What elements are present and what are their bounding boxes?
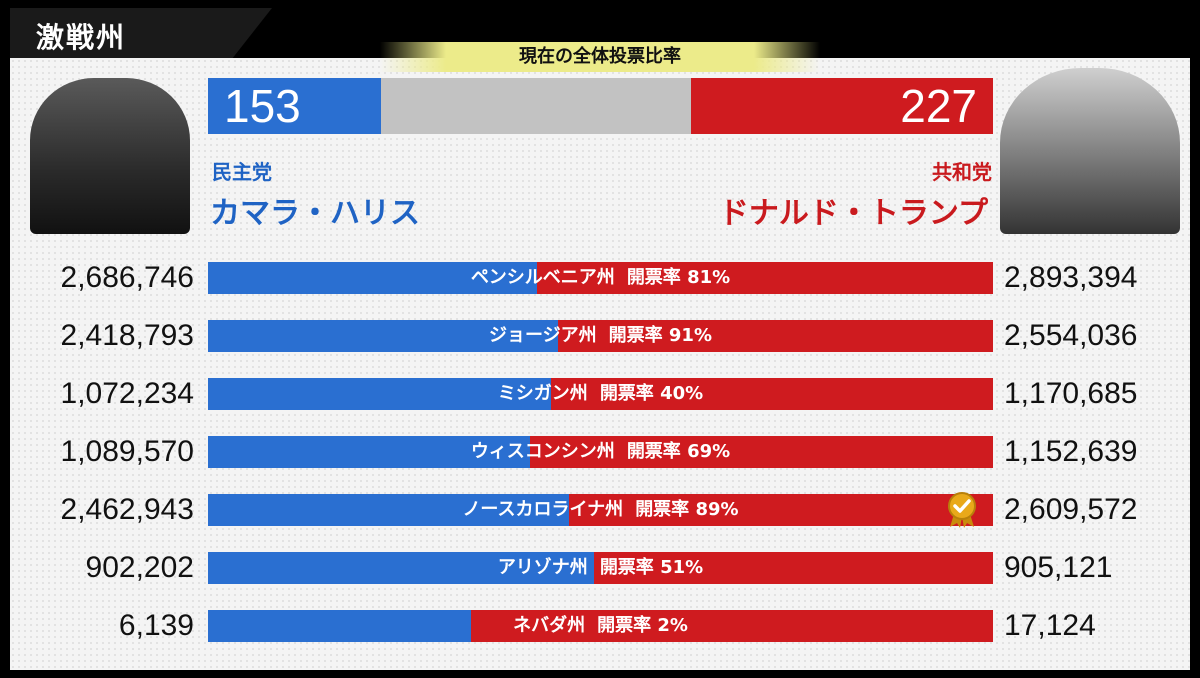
state-bar: アリゾナ州 開票率 51% bbox=[208, 552, 993, 584]
state-bar: ミシガン州 開票率 40% bbox=[208, 378, 993, 410]
dem-share-fill bbox=[208, 436, 530, 468]
dem-votes: 902,202 bbox=[85, 551, 194, 584]
rep-votes: 1,152,639 bbox=[1004, 435, 1138, 468]
dem-share-fill bbox=[208, 262, 537, 294]
rep-votes: 17,124 bbox=[1004, 609, 1096, 642]
gold-medal-check-icon bbox=[948, 492, 976, 528]
main-panel bbox=[10, 58, 1190, 670]
dem-votes: 2,686,746 bbox=[60, 261, 194, 294]
dem-share-fill bbox=[208, 552, 595, 584]
rep-votes: 2,554,036 bbox=[1004, 319, 1138, 352]
rep-electoral-total: 227 bbox=[690, 78, 993, 134]
state-name: ミシガン州 bbox=[497, 383, 588, 404]
rep-party-label: 共和党 bbox=[932, 160, 992, 184]
dem-votes: 1,072,234 bbox=[60, 377, 194, 410]
state-row: 1,089,570 ウィスコンシン州 開票率 69% 1,152,639 bbox=[0, 432, 1200, 472]
state-name: ウィスコンシン州 bbox=[470, 441, 615, 462]
state-name: ノースカロライナ州 bbox=[462, 499, 624, 520]
rep-votes: 2,893,394 bbox=[1004, 261, 1138, 294]
state-bar: ノースカロライナ州 開票率 89% bbox=[208, 492, 993, 528]
dem-candidate-name: カマラ・ハリス bbox=[210, 196, 420, 231]
dem-votes: 6,139 bbox=[118, 609, 194, 642]
counted-rate: 開票率 81% bbox=[626, 267, 731, 288]
state-row: 1,072,234 ミシガン州 開票率 40% 1,170,685 bbox=[0, 374, 1200, 414]
state-row: 6,139 ネバダ州 開票率 2% 17,124 bbox=[0, 606, 1200, 646]
counted-rate: 開票率 2% bbox=[597, 615, 688, 636]
dem-share-fill bbox=[208, 378, 552, 410]
dem-votes: 2,418,793 bbox=[60, 319, 194, 352]
dem-votes: 2,462,943 bbox=[60, 493, 194, 526]
state-bar: ジョージア州 開票率 91% bbox=[208, 320, 993, 352]
dem-share-fill bbox=[208, 494, 570, 526]
state-name: ペンシルベニア州 bbox=[470, 267, 615, 288]
trump-portrait bbox=[1000, 68, 1180, 234]
dem-votes: 1,089,570 bbox=[60, 435, 194, 468]
counted-rate: 開票率 69% bbox=[626, 441, 731, 462]
rep-candidate-name: ドナルド・トランプ bbox=[718, 196, 988, 231]
harris-portrait bbox=[30, 78, 190, 234]
rep-votes: 905,121 bbox=[1004, 551, 1113, 584]
state-row: 902,202 アリゾナ州 開票率 51% 905,121 bbox=[0, 548, 1200, 588]
state-bar: ウィスコンシン州 開票率 69% bbox=[208, 436, 993, 468]
state-row: 2,686,746 ペンシルベニア州 開票率 81% 2,893,394 bbox=[0, 258, 1200, 298]
overall-vote-bar: 153 227 bbox=[208, 78, 993, 134]
state-row: 2,418,793 ジョージア州 開票率 91% 2,554,036 bbox=[0, 316, 1200, 356]
dem-party-label: 民主党 bbox=[212, 160, 272, 184]
overall-vote-title: 現在の全体投票比率 bbox=[380, 42, 820, 72]
state-row: 2,462,943 ノースカロライナ州 開票率 89% 2,609,572 bbox=[0, 490, 1200, 530]
state-name: アリゾナ州 bbox=[497, 557, 588, 578]
dem-share-fill bbox=[208, 320, 559, 352]
counted-rate: 開票率 51% bbox=[599, 557, 704, 578]
rep-votes: 1,170,685 bbox=[1004, 377, 1138, 410]
state-bar: ペンシルベニア州 開票率 81% bbox=[208, 262, 993, 294]
battleground-tag: 激戦州 bbox=[10, 8, 272, 58]
counted-rate: 開票率 89% bbox=[635, 499, 739, 520]
rep-votes: 2,609,572 bbox=[1004, 493, 1138, 526]
dem-electoral-total: 153 bbox=[208, 78, 381, 134]
dem-share-fill bbox=[208, 610, 471, 642]
state-bar: ネバダ州 開票率 2% bbox=[208, 610, 993, 642]
state-name: ジョージア州 bbox=[489, 325, 597, 346]
counted-rate: 開票率 91% bbox=[608, 325, 712, 346]
state-name: ネバダ州 bbox=[513, 615, 586, 636]
counted-rate: 開票率 40% bbox=[599, 383, 704, 404]
